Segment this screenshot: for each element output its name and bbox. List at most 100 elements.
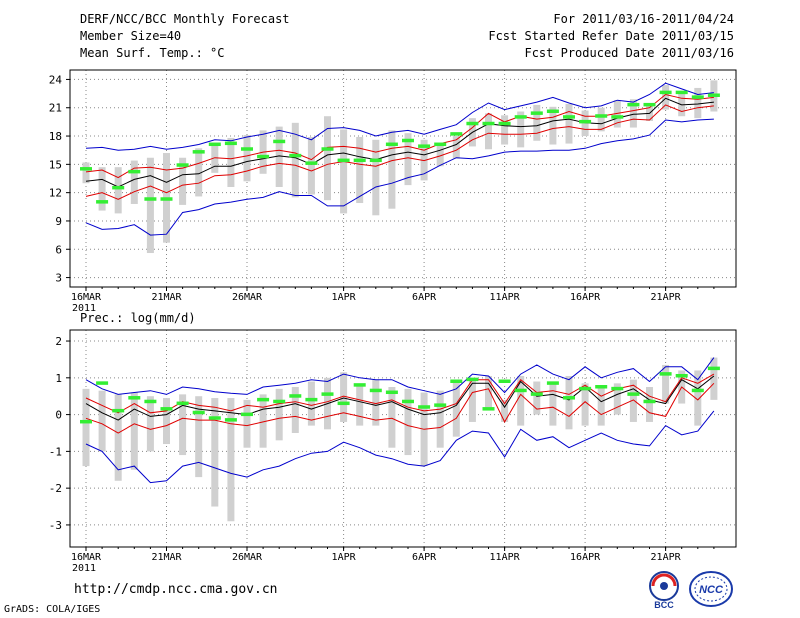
precip-range-box bbox=[468, 377, 476, 422]
bcc-logo-text: BCC bbox=[654, 600, 674, 610]
precip-line-lower bbox=[85, 382, 715, 434]
temp-observed-mark bbox=[498, 121, 511, 126]
temp-observed-mark bbox=[514, 115, 527, 119]
precip-xtick-label: 16APR bbox=[570, 552, 601, 563]
precip-observed-mark bbox=[160, 407, 173, 411]
precip-observed-mark bbox=[514, 388, 527, 393]
precip-range-box bbox=[452, 381, 460, 437]
precip-range-box bbox=[597, 385, 605, 426]
precip-range-box bbox=[307, 381, 315, 426]
temp-range-box bbox=[533, 104, 541, 141]
precip-range-box bbox=[485, 375, 492, 408]
precip-observed-mark bbox=[595, 385, 608, 389]
precip-range-box bbox=[388, 387, 396, 448]
temp-range-box bbox=[195, 148, 203, 197]
precip-observed-mark bbox=[707, 366, 720, 371]
temp-range-box bbox=[130, 160, 138, 204]
temp-ytick-label: 6 bbox=[55, 243, 62, 256]
temp-observed-mark bbox=[595, 114, 608, 118]
temp-observed-mark bbox=[707, 93, 720, 97]
precip-observed-mark bbox=[369, 388, 382, 393]
precip-observed-mark bbox=[224, 418, 237, 422]
precip-range-box bbox=[195, 396, 203, 478]
bcc-logo-arc bbox=[651, 573, 677, 587]
precip-range-box bbox=[291, 387, 299, 433]
precip-range-box bbox=[646, 387, 653, 422]
temp-range-box bbox=[98, 167, 106, 211]
precip-ytick-label: 0 bbox=[55, 409, 62, 422]
temp-range-box bbox=[629, 99, 637, 128]
temp-range-box bbox=[227, 137, 235, 187]
precip-panel-title: Prec.: log(mm/d) bbox=[80, 311, 196, 325]
precip-observed-mark bbox=[434, 403, 447, 407]
precip-range-box bbox=[340, 372, 348, 422]
precip-range-box bbox=[436, 390, 444, 448]
precip-observed-mark bbox=[208, 416, 221, 420]
precip-observed-mark bbox=[80, 419, 92, 424]
temp-range-box bbox=[485, 113, 492, 150]
temp-observed-mark bbox=[418, 144, 431, 148]
source-url[interactable]: http://cmdp.ncc.cma.gov.cn bbox=[74, 582, 278, 597]
grads-credit: GrADS: COLA/IGES bbox=[4, 604, 101, 615]
precip-line-upper bbox=[85, 373, 715, 414]
precip-observed-mark bbox=[659, 372, 672, 376]
precip-observed-mark bbox=[176, 401, 189, 406]
precip-range-box bbox=[372, 379, 380, 426]
precip-range-box bbox=[629, 379, 637, 422]
precip-range-box bbox=[98, 390, 106, 452]
temp-observed-mark bbox=[402, 138, 414, 143]
temp-range-box bbox=[372, 139, 380, 216]
ncc-logo-inner bbox=[694, 576, 728, 602]
precip-range-box bbox=[710, 357, 718, 400]
temp-ytick-label: 9 bbox=[55, 215, 62, 228]
precip-range-box bbox=[613, 383, 621, 415]
precip-range-box bbox=[549, 383, 557, 426]
precip-observed-mark bbox=[385, 390, 398, 395]
fcst-started-date: Fcst Started Refer Date 2011/03/15 bbox=[488, 29, 734, 43]
precip-observed-mark bbox=[498, 379, 511, 383]
temp-observed-mark bbox=[273, 139, 286, 144]
temp-range-box bbox=[501, 115, 509, 145]
precip-observed-mark bbox=[466, 377, 479, 382]
precip-observed-mark bbox=[305, 397, 318, 402]
precip-range-box bbox=[581, 383, 589, 426]
temp-observed-mark bbox=[579, 119, 592, 124]
temp-range-box bbox=[307, 136, 315, 195]
temp-range-box bbox=[340, 129, 348, 214]
temp-xtick-label: 16APR bbox=[570, 292, 601, 303]
precip-range-box bbox=[146, 396, 154, 452]
temp-observed-mark bbox=[305, 161, 318, 165]
temp-range-box bbox=[694, 87, 702, 119]
precip-observed-mark bbox=[691, 388, 704, 393]
precip-range-box bbox=[130, 392, 138, 470]
precip-xtick-label: 16MAR bbox=[71, 552, 102, 563]
precip-ytick-label: -1 bbox=[49, 445, 62, 458]
precip-range-box bbox=[114, 394, 122, 481]
precip-observed-mark bbox=[337, 401, 350, 406]
temp-xtick-label: 21APR bbox=[651, 292, 682, 303]
temp-frame bbox=[69, 69, 737, 288]
precip-ytick-label: -2 bbox=[49, 482, 62, 495]
temp-ytick-label: 24 bbox=[49, 73, 63, 86]
precip-observed-mark bbox=[563, 396, 575, 400]
precip-line-mean bbox=[85, 375, 715, 421]
temp-range-box bbox=[404, 133, 412, 186]
precip-frame bbox=[69, 329, 737, 548]
precip-range-box bbox=[662, 364, 670, 404]
temp-range-box bbox=[82, 162, 90, 184]
temp-observed-mark bbox=[321, 147, 334, 151]
temp-ytick-label: 15 bbox=[49, 158, 62, 171]
temp-observed-mark bbox=[466, 121, 479, 126]
precip-observed-mark bbox=[273, 399, 286, 404]
temp-observed-mark bbox=[192, 150, 205, 154]
precip-range-box bbox=[227, 398, 235, 522]
temp-range-box bbox=[597, 107, 605, 132]
precip-xtick-label: 21MAR bbox=[151, 552, 182, 563]
precip-observed-mark bbox=[530, 392, 543, 396]
temp-range-box bbox=[517, 111, 525, 148]
precip-observed-mark bbox=[675, 373, 688, 378]
forecast-period: For 2011/03/16-2011/04/24 bbox=[553, 12, 734, 26]
chart-title: DERF/NCC/BCC Monthly Forecast bbox=[80, 12, 290, 26]
temp-range-box bbox=[356, 136, 364, 204]
temp-range-box bbox=[291, 122, 299, 198]
